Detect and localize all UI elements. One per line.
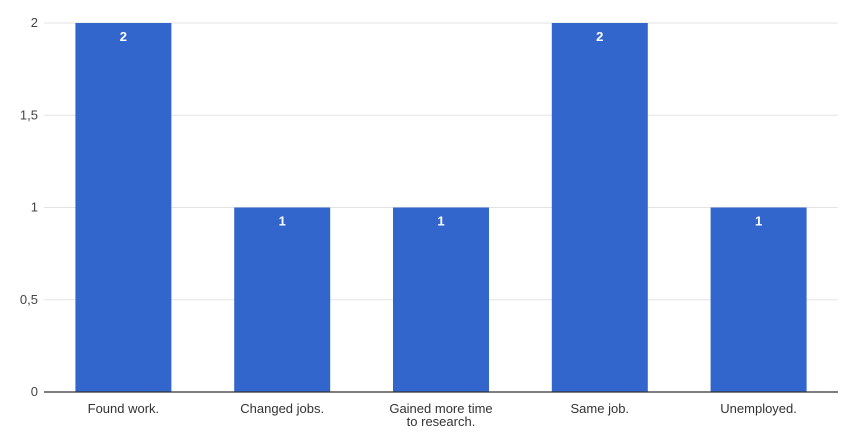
bar — [710, 207, 807, 392]
data-labels: 2 1 1 2 1 — [120, 29, 762, 229]
y-tick-label: 0,5 — [20, 292, 38, 307]
bar — [234, 207, 331, 392]
bars — [75, 23, 807, 392]
bar — [551, 23, 648, 392]
x-category-label: Unemployed. — [720, 401, 797, 416]
x-axis-category-labels: Found work. Changed jobs. Gained more time… — [88, 401, 797, 429]
data-label: 1 — [437, 214, 444, 229]
data-label: 2 — [120, 29, 127, 44]
x-category-label: Found work. — [88, 401, 160, 416]
data-label: 1 — [279, 214, 286, 229]
y-tick-label: 1 — [31, 200, 38, 215]
data-label: 2 — [596, 29, 603, 44]
y-tick-label: 2 — [31, 15, 38, 30]
x-category-label: Changed jobs. — [240, 401, 324, 416]
y-tick-label: 1,5 — [20, 107, 38, 122]
bar — [75, 23, 172, 392]
y-axis-tick-labels: 0 0,5 1 1,5 2 — [20, 15, 38, 399]
x-category-label: Same job. — [571, 401, 630, 416]
y-tick-label: 0 — [31, 384, 38, 399]
x-category-label: Gained more time to research. — [389, 401, 492, 429]
bar — [393, 207, 489, 392]
data-label: 1 — [755, 214, 762, 229]
